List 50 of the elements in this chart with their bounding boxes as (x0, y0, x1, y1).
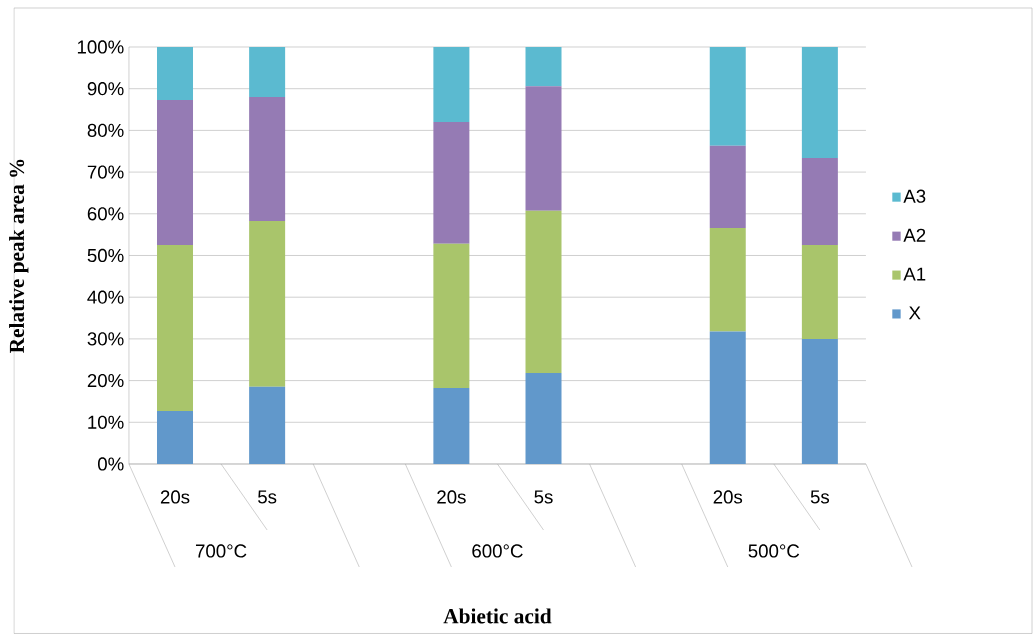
x-tick-label: 5s (258, 490, 277, 504)
bar (433, 122, 470, 244)
bar (157, 99, 194, 246)
bar (709, 227, 746, 332)
bar (249, 97, 286, 221)
bar (801, 46, 838, 158)
bar (709, 145, 746, 228)
y-tick-label: 10% (88, 415, 124, 429)
bar (801, 245, 838, 339)
y-tick-label: 70% (87, 165, 124, 179)
bar (433, 243, 470, 389)
bar (249, 386, 286, 464)
bar (157, 46, 194, 100)
legend-label: X (908, 306, 921, 320)
y-tick-label: 80% (87, 123, 124, 137)
x-tick-label: 20s (160, 490, 190, 504)
bar (525, 373, 562, 464)
y-tick-label: 30% (87, 332, 124, 346)
y-tick-label: 40% (87, 290, 124, 304)
y-axis-title: Relative peak area % (9, 159, 29, 353)
bar (801, 157, 838, 246)
y-tick-label: 60% (87, 207, 124, 221)
y-tick-label: 100% (77, 40, 124, 54)
bar (433, 388, 470, 464)
x-tick-label: 5s (810, 490, 830, 504)
bar (709, 46, 746, 146)
bar (249, 220, 286, 387)
bar (709, 331, 746, 464)
bar (249, 46, 286, 98)
x-tick-label: 20s (437, 490, 466, 504)
legend-label: A1 (903, 267, 926, 281)
bar (157, 411, 194, 464)
legend-label: A2 (903, 228, 926, 242)
bar (525, 46, 562, 87)
legend-label: A3 (903, 189, 926, 203)
text: 500°C (748, 544, 800, 558)
bar (525, 210, 562, 374)
text: 600°C (472, 544, 523, 558)
bar (433, 46, 470, 123)
x-tick-label: 20s (713, 490, 743, 504)
bar (157, 245, 194, 412)
text: 700°C (195, 544, 247, 558)
y-tick-label: 90% (87, 82, 124, 96)
y-tick-label: 0% (97, 457, 124, 471)
bar (525, 86, 562, 211)
y-tick-label: 20% (87, 373, 124, 388)
y-tick-label: 50% (87, 248, 124, 263)
x-axis-title: Abietic acid (443, 608, 552, 624)
bar (801, 338, 838, 464)
x-tick-label: 5s (534, 490, 553, 504)
